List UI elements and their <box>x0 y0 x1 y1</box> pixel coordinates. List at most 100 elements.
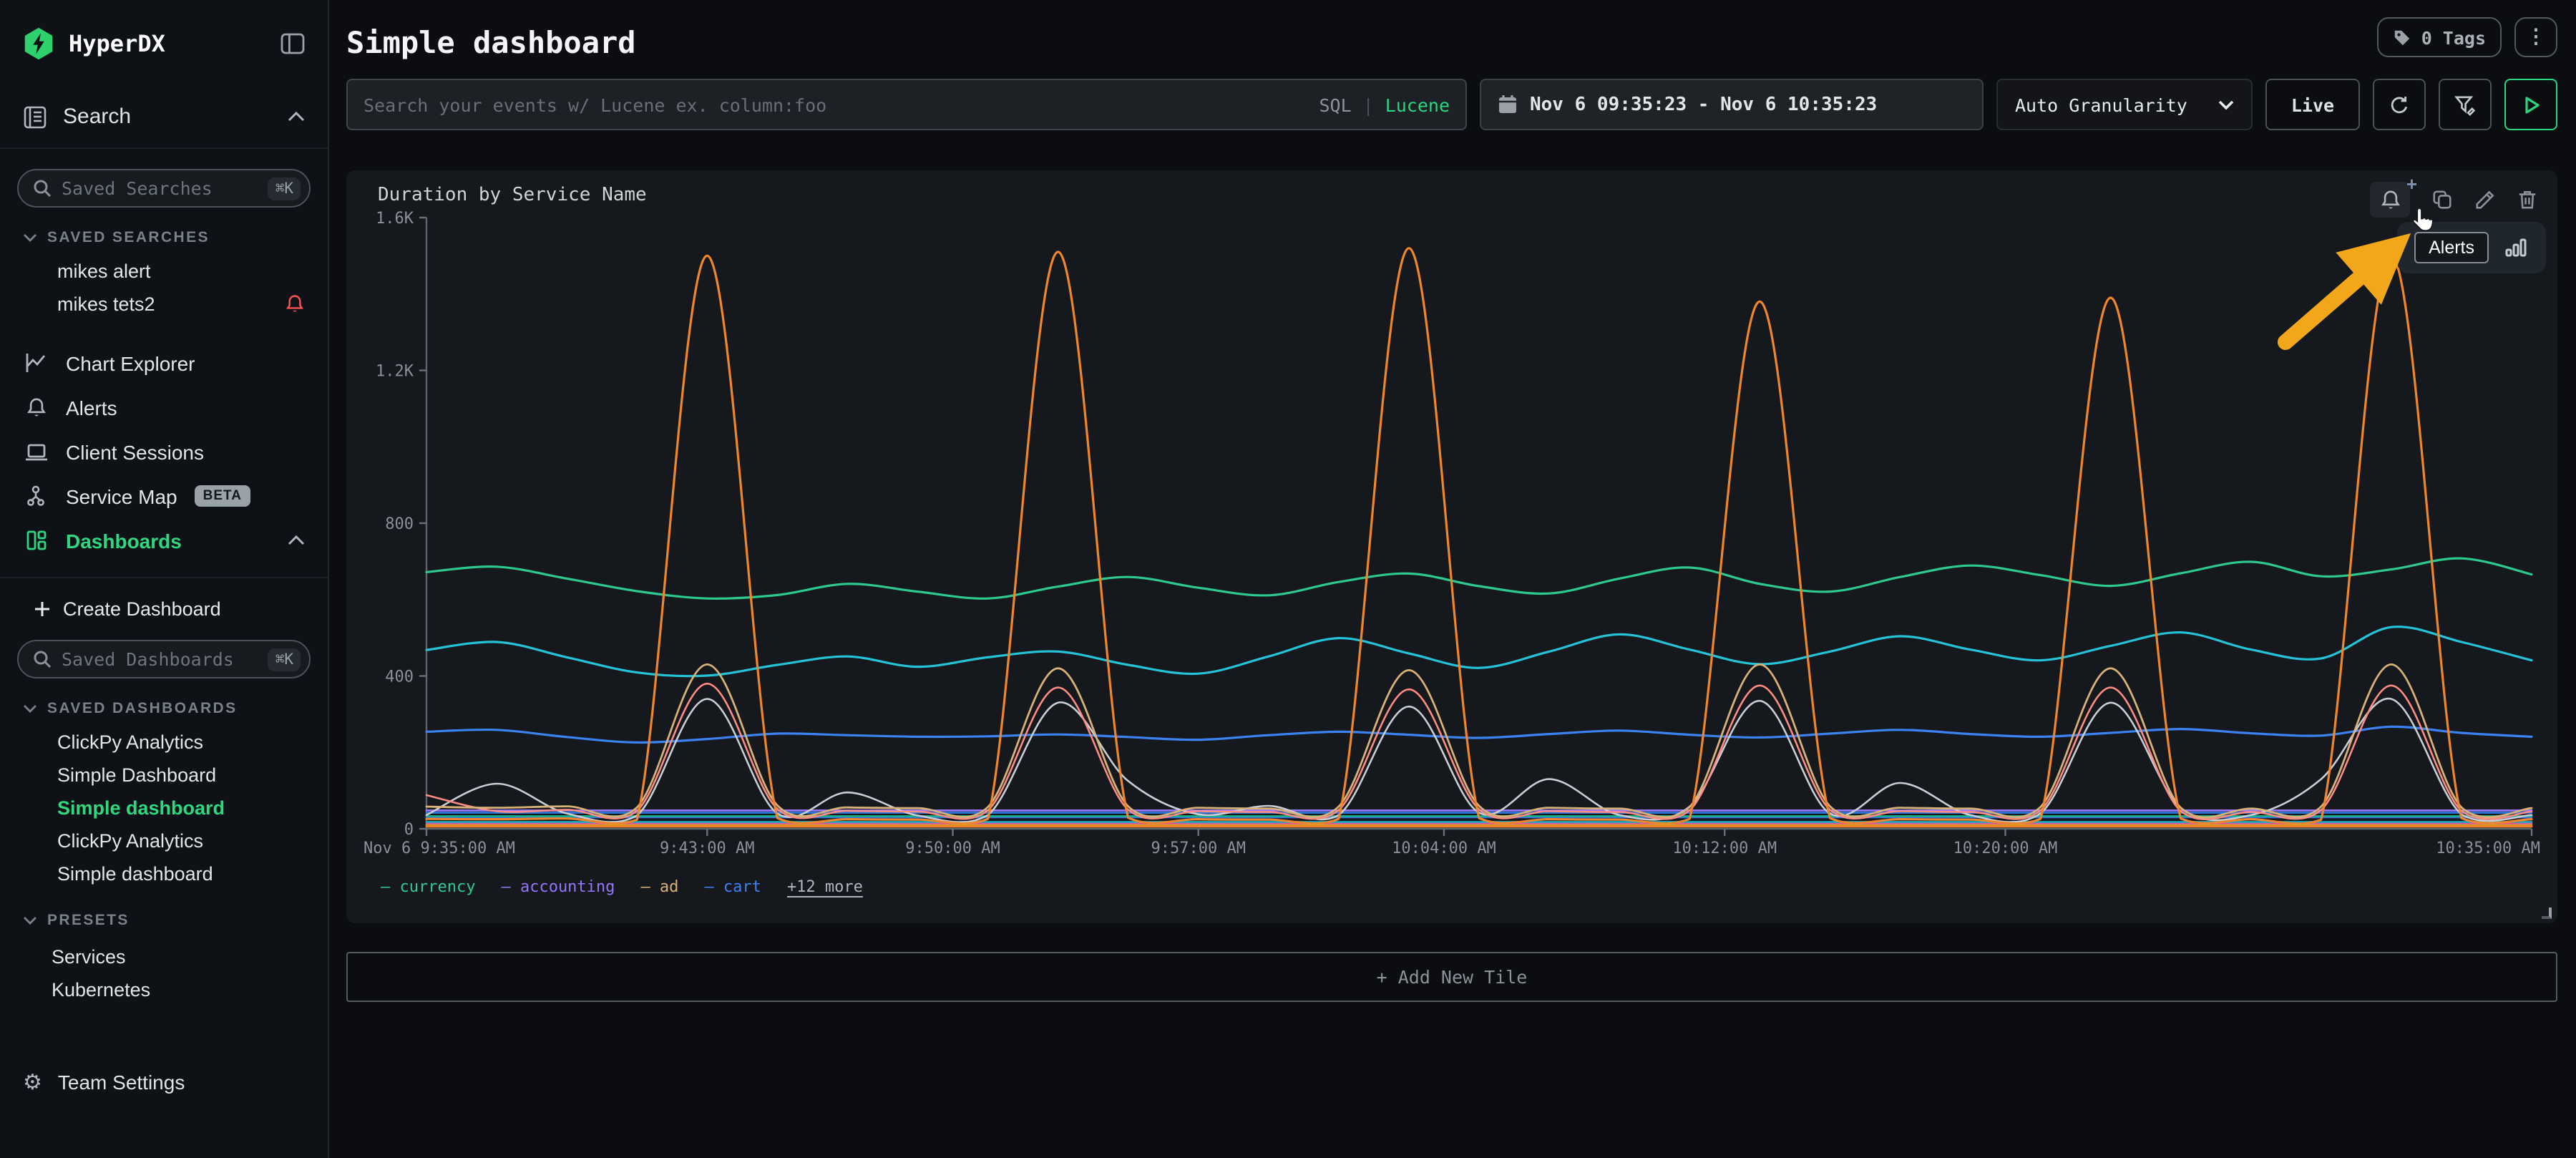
svg-text:Nov 6 9:35:00 AM: Nov 6 9:35:00 AM <box>364 840 515 857</box>
saved-dashboards-header[interactable]: SAVED DASHBOARDS <box>0 700 328 717</box>
legend-item[interactable]: — currency <box>381 877 476 896</box>
dashboard-item-active[interactable]: Simple dashboard <box>57 797 225 819</box>
saved-searches-header[interactable]: SAVED SEARCHES <box>0 229 328 246</box>
create-dashboard-button[interactable]: Create Dashboard <box>0 578 328 620</box>
svg-text:10:04:00 AM: 10:04:00 AM <box>1392 840 1496 857</box>
search-icon <box>34 180 52 198</box>
alerts-tooltip: Alerts <box>2414 232 2489 263</box>
dashboard-item[interactable]: ClickPy Analytics <box>57 731 204 753</box>
plus-icon <box>35 602 49 616</box>
add-new-tile-button[interactable]: + Add New Tile <box>346 952 2557 1002</box>
play-icon <box>2524 96 2539 113</box>
page-title: Simple dashboard <box>346 26 636 60</box>
chevron-down-icon <box>24 705 36 713</box>
svg-text:0: 0 <box>404 821 414 839</box>
dashboard-item[interactable]: Simple Dashboard <box>57 764 217 786</box>
search-section-label: Search <box>63 104 132 129</box>
svg-text:10:20:00 AM: 10:20:00 AM <box>1953 840 2058 857</box>
toolbar: Search your events w/ Lucene ex. column:… <box>346 79 2557 130</box>
kebab-menu-button[interactable]: ⋮ <box>2514 17 2557 57</box>
hyperdx-logo-icon <box>24 27 53 59</box>
legend-more-toggle[interactable]: +12 more <box>786 877 863 896</box>
search-placeholder: Search your events w/ Lucene ex. column:… <box>364 94 827 115</box>
brand-name: HyperDX <box>69 29 165 57</box>
hand-cursor <box>2407 208 2434 245</box>
alert-bell-icon <box>286 295 304 312</box>
chart-explorer-icon <box>23 352 49 374</box>
filter-button[interactable] <box>2439 79 2492 130</box>
event-search-input[interactable]: Search your events w/ Lucene ex. column:… <box>346 79 1467 130</box>
saved-searches-placeholder: Saved Searches <box>62 177 213 199</box>
dashboard-item[interactable]: Simple dashboard <box>57 863 213 885</box>
shortcut-badge: ⌘K <box>268 177 301 200</box>
main-content: Simple dashboard 0 Tags ⋮ Search your ev… <box>329 0 2576 1158</box>
bell-icon <box>23 396 49 419</box>
plus-icon: + <box>2406 173 2417 195</box>
search-icon <box>34 651 52 668</box>
sidebar-item-service-map[interactable]: Service Map BETA <box>0 474 328 518</box>
beta-badge: BETA <box>194 485 250 507</box>
team-settings-button[interactable]: ⚙ Team Settings <box>23 1071 185 1095</box>
chevron-up-icon <box>288 112 305 122</box>
date-range-picker[interactable]: Nov 6 09:35:23 - Nov 6 10:35:23 <box>1480 79 1984 130</box>
granularity-select[interactable]: Auto Granularity <box>1996 79 2253 130</box>
chevron-down-icon <box>2218 99 2234 110</box>
saved-search-item[interactable]: mikes alert <box>57 261 151 282</box>
logo-row: HyperDX <box>0 0 328 86</box>
edit-tile-button[interactable] <box>2474 189 2496 210</box>
chart-title: Duration by Service Name <box>378 185 647 206</box>
copy-icon <box>2433 190 2451 209</box>
run-query-button[interactable] <box>2504 79 2557 130</box>
gear-icon: ⚙ <box>23 1071 42 1095</box>
sidebar-item-chart-explorer[interactable]: Chart Explorer <box>0 341 328 385</box>
trash-icon <box>2519 191 2536 209</box>
sidebar-section-search[interactable]: Search <box>0 86 328 149</box>
legend-item[interactable]: — ad <box>640 877 679 896</box>
sidebar: HyperDX Search Saved Searches ⌘K SAVED S… <box>0 0 329 1158</box>
svg-text:400: 400 <box>385 668 414 686</box>
alert-bell-plus-icon <box>2381 190 2399 208</box>
alerts-popover: Alerts <box>2397 222 2546 273</box>
preset-item[interactable]: Kubernetes <box>52 979 151 1001</box>
svg-text:10:12:00 AM: 10:12:00 AM <box>1672 840 1777 857</box>
legend-item[interactable]: — accounting <box>501 877 615 896</box>
saved-search-item[interactable]: mikes tets2 <box>0 288 328 321</box>
saved-searches-input[interactable]: Saved Searches ⌘K <box>17 169 311 208</box>
dashboard-item[interactable]: ClickPy Analytics <box>57 830 204 852</box>
chevron-down-icon <box>24 917 36 925</box>
chevron-down-icon <box>24 234 36 242</box>
live-button[interactable]: Live <box>2265 79 2360 130</box>
bar-chart-icon[interactable] <box>2504 236 2529 259</box>
dashboards-icon <box>23 530 49 551</box>
create-alert-button[interactable]: + <box>2370 173 2417 218</box>
svg-text:9:50:00 AM: 9:50:00 AM <box>905 840 1000 857</box>
saved-dashboards-input[interactable]: Saved Dashboards ⌘K <box>17 640 311 678</box>
sidebar-item-dashboards[interactable]: Dashboards <box>0 518 328 563</box>
tags-button[interactable]: 0 Tags <box>2376 17 2502 57</box>
collapse-sidebar-icon[interactable] <box>280 32 305 54</box>
legend-item[interactable]: — cart <box>704 877 761 896</box>
chart-legend: — currency — accounting — ad — cart +12 more <box>364 877 2540 896</box>
sql-toggle[interactable]: SQL <box>1319 94 1352 115</box>
pencil-icon <box>2476 190 2494 209</box>
lucene-toggle[interactable]: Lucene <box>1385 94 1450 115</box>
svg-text:9:57:00 AM: 9:57:00 AM <box>1151 840 1246 857</box>
preset-item[interactable]: Services <box>52 946 126 968</box>
refresh-icon <box>2391 96 2408 113</box>
delete-tile-button[interactable] <box>2517 189 2537 210</box>
svg-text:1.2K: 1.2K <box>376 363 414 381</box>
sidebar-item-client-sessions[interactable]: Client Sessions <box>0 429 328 474</box>
tag-icon <box>2394 29 2409 45</box>
refresh-button[interactable] <box>2373 79 2426 130</box>
chart-tile: Duration by Service Name + Alerts <box>346 170 2557 923</box>
laptop-icon <box>23 442 49 462</box>
shortcut-badge: ⌘K <box>268 648 301 671</box>
tile-resize-handle[interactable] <box>2542 908 2552 919</box>
calendar-icon <box>1499 95 1516 113</box>
svg-text:800: 800 <box>385 515 414 533</box>
sidebar-item-alerts[interactable]: Alerts <box>0 385 328 429</box>
duplicate-tile-button[interactable] <box>2431 189 2453 210</box>
presets-header[interactable]: PRESETS <box>0 912 328 929</box>
